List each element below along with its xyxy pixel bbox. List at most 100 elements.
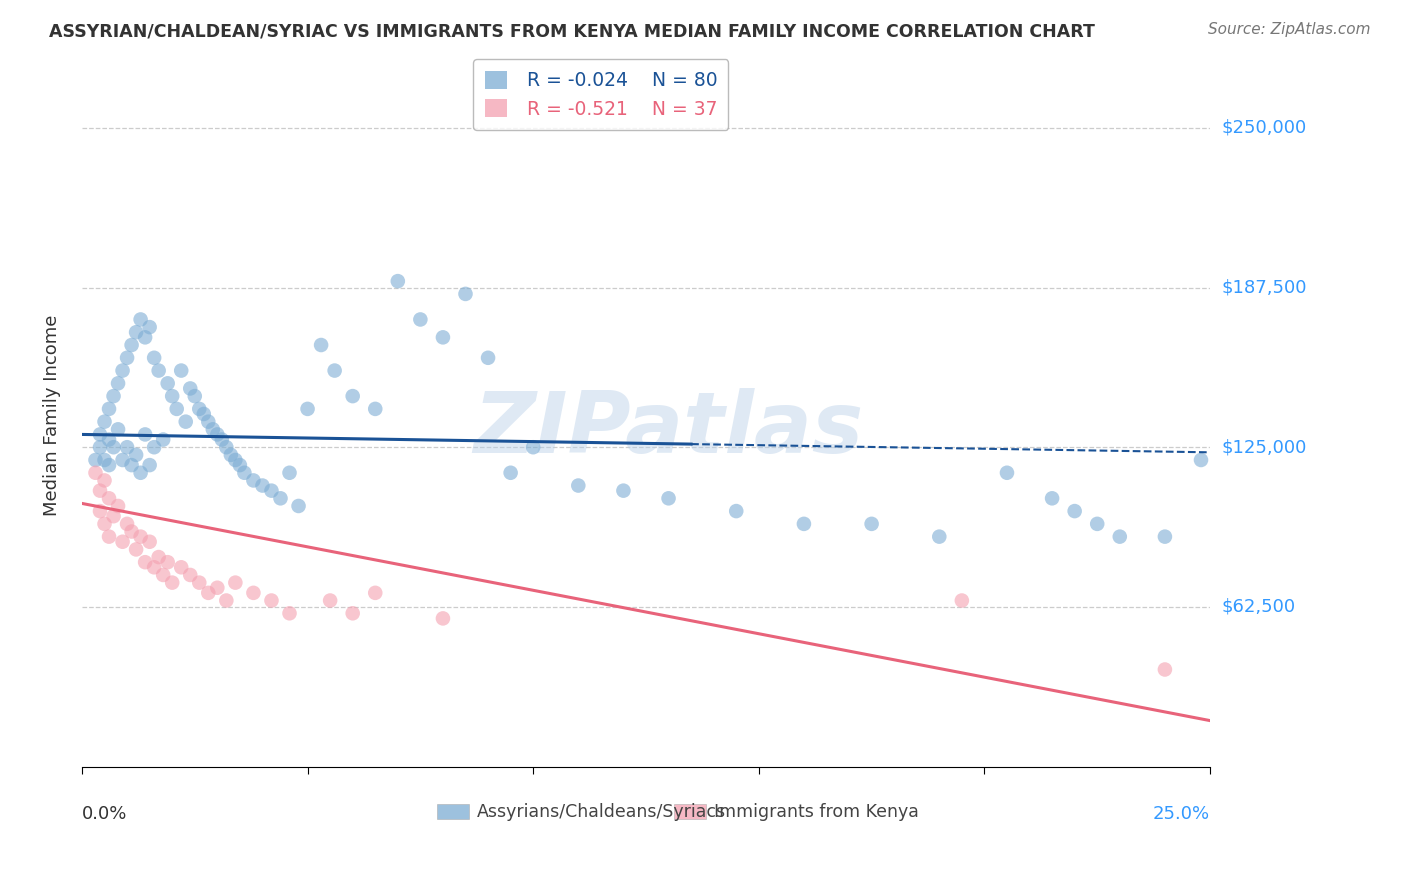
Point [111,534,134,549]
Point [364,586,387,600]
Text: $250,000: $250,000 [1222,119,1306,136]
Point [188,575,211,590]
Point [143,351,166,365]
Point [278,607,301,621]
Point [84,453,107,467]
Point [950,593,973,607]
Text: Immigrants from Kenya: Immigrants from Kenya [714,803,918,821]
Point [1085,516,1108,531]
Point [121,458,143,472]
Point [148,363,170,377]
Point [166,401,188,416]
Point [287,499,309,513]
Point [156,376,179,391]
Point [179,381,201,395]
Point [160,389,183,403]
Point [207,581,229,595]
Point [138,320,160,334]
Point [995,466,1018,480]
Point [156,555,179,569]
Point [224,453,246,467]
Point [152,433,174,447]
Point [432,330,454,344]
Point [93,516,115,531]
Point [98,458,121,472]
Point [129,466,152,480]
Point [98,530,121,544]
Point [1040,491,1063,506]
Point [84,466,107,480]
Point [657,491,679,506]
Point [860,516,883,531]
Text: ZIPatlas: ZIPatlas [474,388,863,471]
Point [125,325,148,339]
Point [121,338,143,352]
Point [211,433,233,447]
Point [134,427,156,442]
Point [1154,530,1177,544]
Point [409,312,432,326]
Point [297,401,319,416]
Point [115,516,138,531]
Point [342,607,364,621]
Point [1108,530,1130,544]
Point [242,586,264,600]
Point [107,422,129,436]
Point [207,427,229,442]
Point [233,466,256,480]
Point [928,530,950,544]
Point [103,389,125,403]
Point [107,376,129,391]
Point [111,453,134,467]
Point [229,458,252,472]
Point [103,440,125,454]
Point [323,363,346,377]
Point [188,401,211,416]
Point [138,534,160,549]
Point [215,593,238,607]
Text: $187,500: $187,500 [1222,278,1306,296]
FancyBboxPatch shape [675,804,706,819]
Point [387,274,409,288]
Point [454,286,477,301]
Point [152,568,174,582]
Point [260,483,283,498]
Point [103,509,125,524]
Point [1154,663,1177,677]
Point [125,448,148,462]
Point [477,351,499,365]
Point [129,312,152,326]
Point [115,440,138,454]
Point [89,504,111,518]
Text: Source: ZipAtlas.com: Source: ZipAtlas.com [1208,22,1371,37]
Legend:   R = -0.024    N = 80,   R = -0.521    N = 37: R = -0.024 N = 80, R = -0.521 N = 37 [474,59,728,130]
Point [125,542,148,557]
Point [522,440,544,454]
Point [793,516,815,531]
Point [269,491,291,506]
Point [499,466,522,480]
Text: $62,500: $62,500 [1222,598,1295,615]
Text: 25.0%: 25.0% [1153,805,1211,823]
Point [260,593,283,607]
Point [219,448,242,462]
FancyBboxPatch shape [437,804,468,819]
Point [134,330,156,344]
Point [98,433,121,447]
Point [115,351,138,365]
Point [89,440,111,454]
Point [89,427,111,442]
Point [319,593,342,607]
Point [201,422,224,436]
Point [567,478,589,492]
Point [93,474,115,488]
Point [179,568,201,582]
Point [143,440,166,454]
Point [148,550,170,565]
Y-axis label: Median Family Income: Median Family Income [44,315,60,516]
Point [138,458,160,472]
Point [129,530,152,544]
Point [160,575,183,590]
Text: ASSYRIAN/CHALDEAN/SYRIAC VS IMMIGRANTS FROM KENYA MEDIAN FAMILY INCOME CORRELATI: ASSYRIAN/CHALDEAN/SYRIAC VS IMMIGRANTS F… [49,22,1095,40]
Point [143,560,166,574]
